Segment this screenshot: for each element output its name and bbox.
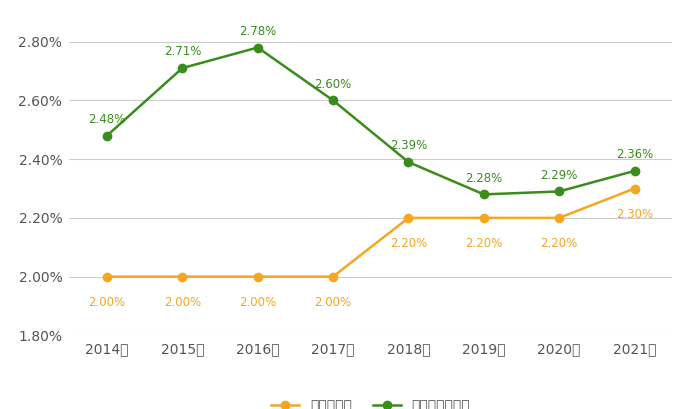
Text: 2.48%: 2.48%: [88, 113, 125, 126]
Line: 昭和電工雇用率: 昭和電工雇用率: [103, 43, 639, 198]
Text: 2.00%: 2.00%: [315, 296, 351, 309]
Text: 2.71%: 2.71%: [164, 45, 201, 58]
法定雇用率: [254, 274, 262, 279]
法定雇用率: [178, 274, 186, 279]
Text: 2.00%: 2.00%: [164, 296, 201, 309]
法定雇用率: [631, 186, 639, 191]
Text: 2.20%: 2.20%: [465, 237, 502, 250]
昭和電工雇用率: [480, 192, 488, 197]
Text: 2.20%: 2.20%: [541, 237, 578, 250]
昭和電工雇用率: [329, 98, 337, 103]
昭和電工雇用率: [631, 169, 639, 173]
法定雇用率: [103, 274, 111, 279]
法定雇用率: [329, 274, 337, 279]
Text: 2.36%: 2.36%: [616, 148, 653, 161]
昭和電工雇用率: [103, 133, 111, 138]
Line: 法定雇用率: 法定雇用率: [103, 184, 639, 281]
Text: 2.60%: 2.60%: [315, 78, 352, 91]
法定雇用率: [480, 216, 488, 220]
Text: 2.28%: 2.28%: [465, 172, 502, 185]
昭和電工雇用率: [254, 45, 262, 50]
Text: 2.29%: 2.29%: [541, 169, 578, 182]
昭和電工雇用率: [404, 160, 412, 164]
Text: 2.00%: 2.00%: [89, 296, 125, 309]
Text: 2.78%: 2.78%: [239, 25, 277, 38]
Legend: 法定雇用率, 昭和電工雇用率: 法定雇用率, 昭和電工雇用率: [265, 394, 476, 409]
昭和電工雇用率: [555, 189, 563, 194]
昭和電工雇用率: [178, 65, 186, 70]
Text: 2.20%: 2.20%: [389, 237, 427, 250]
Text: 2.30%: 2.30%: [616, 208, 653, 221]
法定雇用率: [404, 216, 412, 220]
Text: 2.39%: 2.39%: [389, 139, 427, 153]
法定雇用率: [555, 216, 563, 220]
Text: 2.00%: 2.00%: [239, 296, 277, 309]
